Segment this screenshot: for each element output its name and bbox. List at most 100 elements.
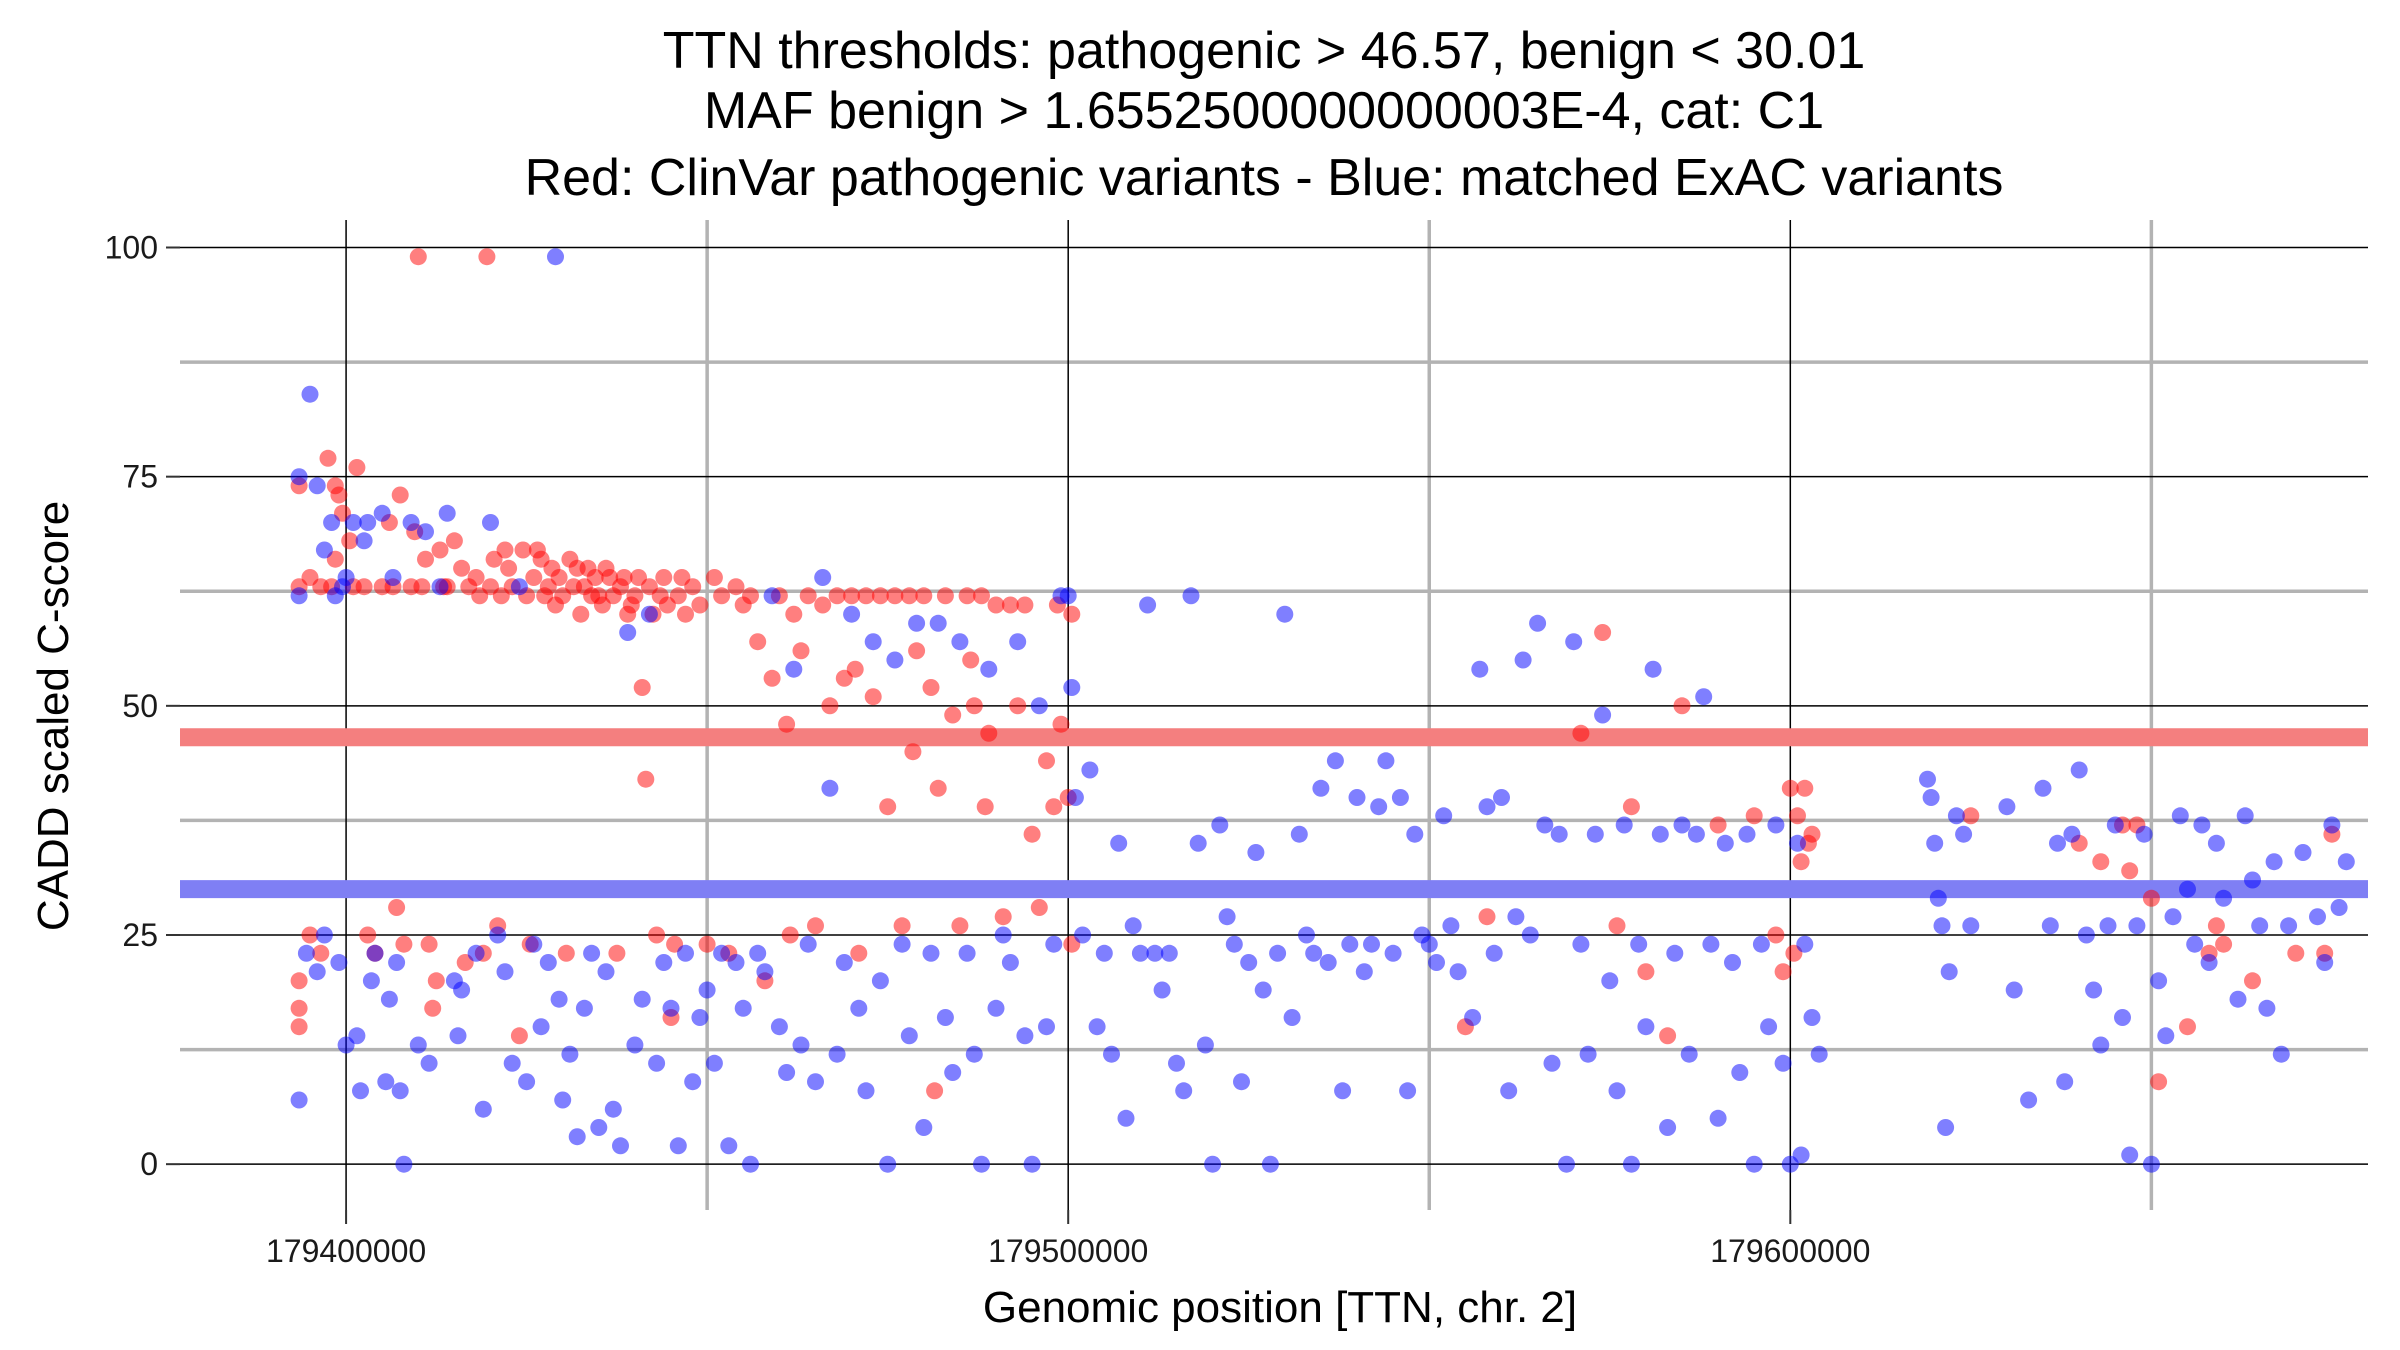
clinvar-point: [1478, 908, 1496, 926]
exac-point: [290, 587, 308, 605]
clinvar-point: [388, 899, 406, 916]
exac-point: [359, 514, 377, 531]
exac-point: [1543, 1054, 1561, 1072]
exac-point: [1521, 926, 1539, 944]
clinvar-point: [1052, 715, 1070, 733]
exac-point: [1637, 1018, 1655, 1036]
exac-point: [1500, 1082, 1518, 1100]
exac-point: [377, 1073, 395, 1091]
exac-point: [662, 999, 680, 1017]
exac-point: [1485, 944, 1503, 962]
x-tick-label: 179400000: [266, 1233, 426, 1269]
exac-point: [2272, 1045, 2290, 1063]
clinvar-point: [648, 926, 666, 944]
clinvar-point: [669, 587, 687, 605]
clinvar-point: [413, 578, 431, 596]
clinvar-point: [1709, 816, 1727, 834]
exac-point: [1471, 660, 1489, 678]
clinvar-point: [915, 587, 933, 605]
clinvar-point: [301, 926, 319, 944]
clinvar-point: [1009, 697, 1027, 715]
clinvar-point: [807, 917, 824, 935]
exac-point: [828, 1045, 846, 1063]
exac-point: [915, 1119, 933, 1136]
chart-title-line-2: MAF benign > 1.6552500000000003E-4, cat:…: [704, 82, 1824, 140]
exac-point: [2150, 972, 2168, 990]
exac-point: [1016, 1027, 1034, 1045]
exac-point: [308, 963, 326, 981]
clinvar-point: [1767, 926, 1785, 944]
exac-point: [684, 1073, 702, 1091]
exac-point: [1110, 834, 1128, 852]
exac-point: [1774, 1054, 1792, 1072]
exac-point: [604, 1100, 622, 1118]
exac-point: [575, 999, 593, 1017]
clinvar-point: [987, 596, 1005, 614]
exac-point: [814, 569, 832, 586]
exac-point: [2258, 999, 2276, 1017]
exac-point: [2244, 871, 2261, 889]
exac-point: [1211, 816, 1229, 834]
x-axis-title: Genomic position [TTN, chr. 2]: [983, 1283, 1577, 1332]
exac-point: [1276, 605, 1294, 623]
exac-point: [1435, 807, 1453, 825]
exac-point: [1399, 1082, 1417, 1100]
exac-point: [1673, 816, 1691, 834]
clinvar-point: [929, 779, 947, 797]
exac-point: [698, 981, 716, 999]
exac-point: [1659, 1119, 1677, 1136]
clinvar-point: [1796, 779, 1814, 797]
exac-point: [344, 514, 362, 531]
exac-point: [1745, 1155, 1763, 1173]
exac-point: [951, 633, 969, 651]
clinvar-point: [1594, 624, 1612, 641]
exac-point: [1247, 844, 1265, 861]
clinvar-point: [417, 550, 434, 568]
exac-point: [2099, 917, 2117, 935]
exac-point: [1182, 587, 1200, 605]
exac-point: [330, 954, 348, 971]
exac-point: [1608, 1082, 1626, 1100]
exac-point: [1009, 633, 1027, 651]
exac-point: [496, 963, 514, 981]
exac-point: [1030, 697, 1048, 715]
exac-point: [778, 1064, 796, 1081]
chart-title-line-1: TTN thresholds: pathogenic > 46.57, beni…: [663, 22, 1866, 80]
exac-point: [973, 1155, 990, 1173]
exac-point: [438, 504, 456, 522]
exac-point: [1709, 1109, 1727, 1127]
exac-point: [994, 926, 1012, 944]
exac-point: [619, 624, 637, 641]
exac-point: [850, 999, 868, 1017]
exac-point: [2063, 825, 2081, 843]
exac-point: [1146, 944, 1164, 962]
exac-point: [453, 981, 471, 999]
exac-point: [550, 990, 568, 1008]
exac-point: [1760, 1018, 1778, 1036]
exac-point: [1312, 779, 1330, 797]
exac-point: [756, 963, 774, 981]
clinvar-point: [409, 248, 427, 266]
exac-point: [2265, 853, 2283, 871]
clinvar-point: [713, 587, 731, 605]
exac-point: [1428, 954, 1445, 971]
exac-point: [1196, 1036, 1214, 1054]
exac-point: [922, 944, 940, 962]
exac-point: [1687, 825, 1705, 843]
exac-point: [987, 999, 1005, 1017]
y-tick-label: 0: [140, 1146, 158, 1182]
exac-point: [510, 578, 528, 596]
exac-point: [1792, 1146, 1810, 1164]
clinvar-point: [922, 679, 940, 696]
clinvar-point: [525, 569, 543, 586]
exac-point: [1225, 935, 1243, 953]
exac-point: [2070, 761, 2088, 779]
threshold-lines: [180, 728, 2368, 899]
clinvar-point: [427, 972, 445, 990]
exac-point: [1218, 908, 1236, 926]
exac-point: [1088, 1018, 1106, 1036]
exac-point: [1702, 935, 1720, 953]
exac-point: [2085, 981, 2103, 999]
exac-point: [640, 605, 658, 623]
clinvar-point: [799, 587, 817, 605]
